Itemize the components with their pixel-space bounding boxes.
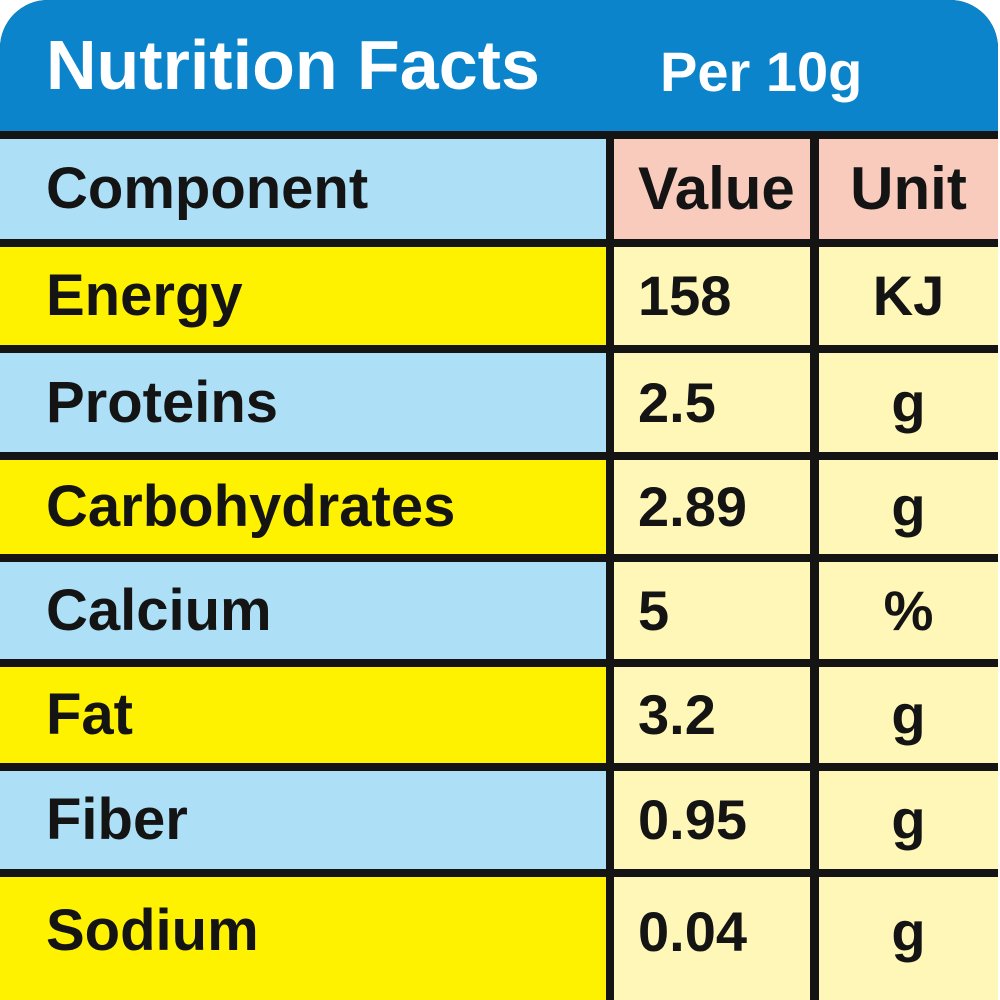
column-header-component: Component	[0, 139, 606, 239]
table-row: Fat 3.2 g	[0, 667, 998, 763]
component-name: Carbohydrates	[0, 460, 606, 554]
component-unit: g	[819, 877, 998, 1000]
table-row: Calcium 5 %	[0, 562, 998, 659]
component-name: Fiber	[0, 771, 606, 869]
component-value: 2.5	[614, 353, 810, 452]
component-value: 0.95	[614, 771, 810, 869]
component-value: 5	[614, 562, 810, 659]
component-value: 0.04	[614, 877, 810, 1000]
column-header-value: Value	[614, 139, 810, 239]
component-name: Sodium	[0, 877, 606, 1000]
component-value: 158	[614, 247, 810, 345]
table-row: Fiber 0.95 g	[0, 771, 998, 869]
component-unit: %	[819, 562, 998, 659]
column-header-row: Component Value Unit	[0, 139, 998, 239]
label-title: Nutrition Facts	[46, 26, 540, 104]
column-header-unit: Unit	[819, 139, 998, 239]
table-row: Energy 158 KJ	[0, 247, 998, 345]
table-row: Sodium 0.04 g	[0, 877, 998, 1000]
component-unit: g	[819, 771, 998, 869]
component-name: Proteins	[0, 353, 606, 452]
table-row: Carbohydrates 2.89 g	[0, 460, 998, 554]
component-unit: KJ	[819, 247, 998, 345]
component-value: 3.2	[614, 667, 810, 763]
table-row: Proteins 2.5 g	[0, 353, 998, 452]
component-name: Fat	[0, 667, 606, 763]
component-unit: g	[819, 667, 998, 763]
component-name: Energy	[0, 247, 606, 345]
component-value: 2.89	[614, 460, 810, 554]
serving-size: Per 10g	[660, 40, 863, 103]
component-name: Calcium	[0, 562, 606, 659]
component-unit: g	[819, 460, 998, 554]
component-unit: g	[819, 353, 998, 452]
label-header: Nutrition Facts Per 10g	[0, 0, 998, 131]
